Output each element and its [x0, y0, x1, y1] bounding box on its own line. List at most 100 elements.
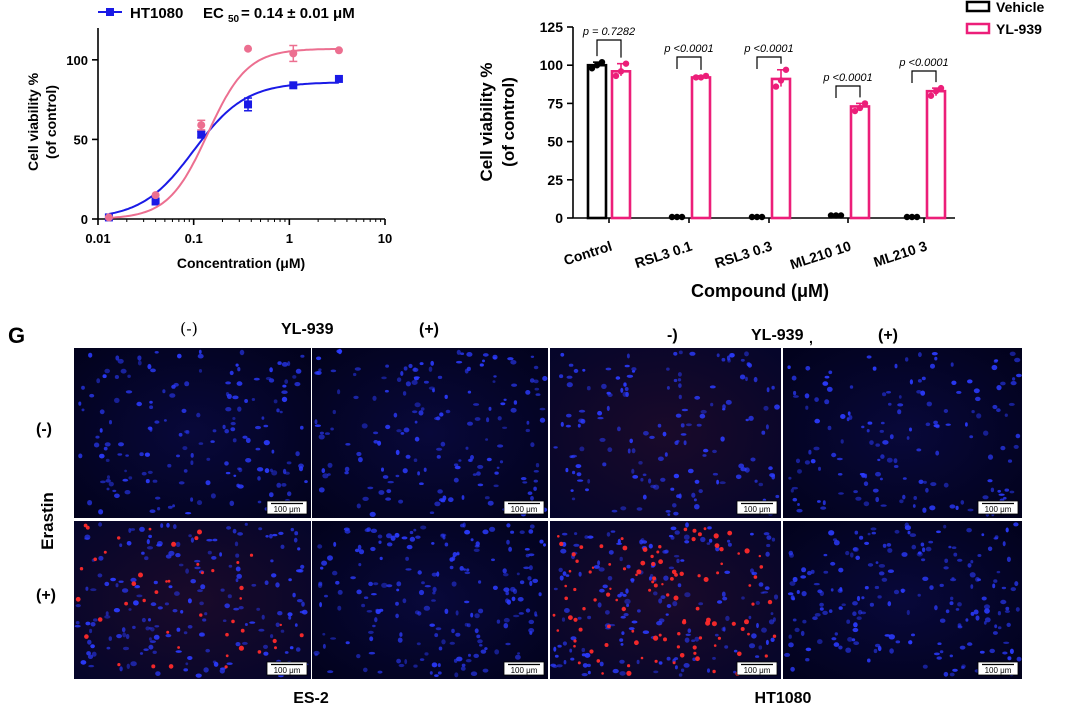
nucleus [667, 513, 671, 516]
nucleus [837, 588, 843, 593]
dead-cell [627, 664, 631, 668]
nucleus [314, 419, 318, 425]
dead-cell [154, 590, 159, 594]
nucleus [493, 375, 497, 378]
bar-y-tick-label: 50 [547, 134, 563, 150]
nucleus [510, 360, 517, 365]
nucleus [268, 378, 275, 383]
nucleus [212, 538, 218, 542]
nucleus [847, 637, 853, 642]
nucleus [678, 383, 682, 388]
nucleus [337, 389, 341, 395]
nucleus [130, 661, 137, 667]
nucleus [533, 479, 538, 483]
nucleus [405, 454, 411, 459]
dose-x-tick-label: 0.1 [185, 231, 203, 246]
nucleus [810, 459, 816, 464]
nucleus [401, 536, 408, 540]
dead-cell [695, 656, 700, 662]
nucleus [662, 431, 667, 437]
dead-cell [653, 635, 659, 641]
nucleus [841, 603, 846, 606]
bar-replicate-point [702, 72, 710, 80]
row-label-plus: (+) [36, 587, 56, 604]
nucleus [739, 374, 746, 380]
nucleus [598, 567, 605, 572]
nucleus [386, 584, 393, 588]
nucleus [332, 570, 338, 576]
nucleus [477, 639, 483, 644]
nucleus [396, 429, 402, 433]
nucleus [680, 433, 687, 436]
nucleus [435, 627, 442, 631]
nucleus [226, 393, 232, 399]
nucleus [581, 673, 588, 677]
nucleus [90, 644, 95, 649]
nucleus [295, 368, 302, 374]
nucleus [317, 544, 323, 549]
nucleus [124, 469, 127, 473]
nucleus [196, 412, 201, 418]
nucleus [503, 573, 509, 577]
nucleus [139, 652, 144, 655]
dose-x-tick-label: 1 [286, 231, 293, 246]
nucleus [235, 553, 240, 558]
nucleus [668, 534, 674, 538]
nucleus [395, 474, 400, 478]
nucleus [470, 671, 478, 676]
nucleus [414, 436, 420, 442]
nucleus [497, 416, 502, 421]
dead-cell [621, 606, 626, 612]
nucleus [434, 501, 441, 507]
nucleus [235, 578, 239, 583]
nucleus [943, 482, 949, 488]
dead-cell [571, 552, 576, 557]
dose-legend: HT1080 EC 50 = 0.14 ± 0.01 μM [98, 5, 355, 25]
nucleus [90, 622, 96, 627]
nucleus [415, 535, 421, 539]
nucleus [528, 553, 535, 557]
nucleus [631, 370, 636, 373]
nucleus [617, 593, 622, 598]
nucleus [494, 649, 500, 655]
nucleus [802, 619, 807, 624]
nucleus [141, 617, 146, 623]
nucleus [345, 443, 351, 446]
nucleus [154, 420, 160, 424]
nucleus [90, 588, 97, 592]
nucleus [373, 431, 379, 435]
nucleus [657, 456, 664, 462]
nucleus [556, 664, 563, 668]
p-value-label: p <0.0001 [822, 72, 872, 84]
dose-y-axis-label-line2: (of control) [43, 85, 59, 159]
nucleus [840, 414, 846, 419]
nucleus [725, 399, 732, 405]
nucleus [902, 494, 906, 500]
nucleus [893, 465, 899, 468]
nucleus [165, 634, 172, 638]
nucleus [473, 653, 480, 659]
nucleus [136, 401, 142, 407]
nucleus [386, 489, 392, 494]
nucleus [745, 376, 748, 382]
nucleus [819, 607, 824, 611]
nucleus [534, 387, 540, 391]
nucleus [694, 395, 701, 400]
nucleus [235, 566, 241, 572]
nucleus [703, 448, 709, 453]
nucleus [230, 427, 236, 432]
nucleus [281, 396, 288, 403]
nucleus [1009, 351, 1016, 356]
nucleus [487, 500, 494, 506]
nucleus [643, 431, 649, 436]
dose-fit-curve-0 [108, 81, 339, 215]
nucleus [132, 625, 136, 630]
nucleus [845, 647, 852, 653]
nucleus [601, 383, 607, 389]
nucleus [623, 382, 627, 387]
dead-cell [239, 585, 244, 591]
nucleus [506, 539, 510, 545]
nucleus [992, 404, 998, 410]
nucleus [271, 449, 275, 454]
